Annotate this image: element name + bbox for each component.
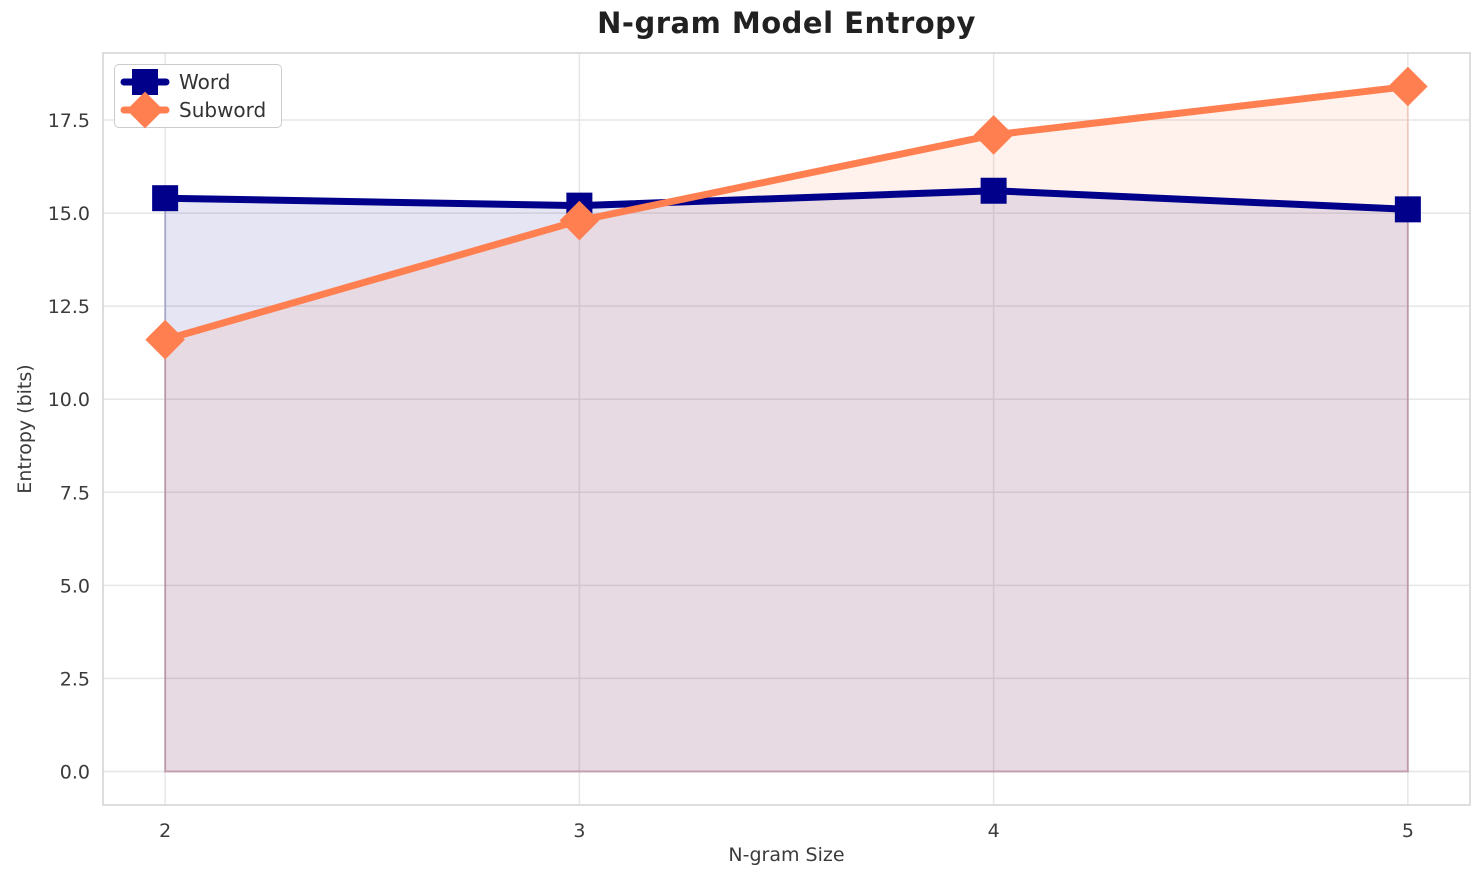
word-marker-point	[152, 185, 179, 212]
y-tick-labels: 0.0 2.5 5.0 7.5 10.0 12.5 15.0 17.5	[48, 110, 90, 783]
legend-label-word: Word	[179, 70, 231, 94]
x-axis-label: N-gram Size	[728, 844, 845, 866]
y-tick-label: 12.5	[48, 296, 90, 318]
plot-border	[102, 52, 1471, 806]
y-axis-label: Entropy (bits)	[14, 364, 36, 494]
subword-marker-point	[145, 319, 185, 360]
x-tick-label: 2	[159, 820, 171, 842]
subword-marker-point	[973, 115, 1014, 155]
legend-label-subword: Subword	[179, 98, 267, 122]
legend-item-word: Word	[120, 68, 271, 96]
word-series-glyph-icon	[120, 69, 170, 95]
x-tick-label: 5	[1402, 820, 1414, 842]
y-tick-label: 7.5	[60, 482, 90, 504]
legend: Word Subword	[114, 64, 282, 129]
y-tick-label: 17.5	[48, 110, 90, 132]
legend-item-subword: Subword	[120, 91, 271, 129]
x-tick-label: 4	[988, 820, 1000, 842]
y-tick-label: 0.0	[60, 761, 90, 783]
subword-series	[145, 66, 1428, 360]
word-series	[152, 177, 1421, 223]
x-tick-labels: 2 3 4 5	[159, 820, 1414, 842]
subword-marker-point	[559, 200, 600, 241]
y-tick-label: 15.0	[48, 203, 90, 225]
subword-series-glyph-icon	[120, 91, 170, 129]
subword-line	[161, 83, 1412, 344]
y-tick-label: 10.0	[48, 389, 90, 411]
word-line	[161, 187, 1412, 213]
x-tick-label: 3	[573, 820, 585, 842]
y-tick-label: 5.0	[60, 575, 90, 597]
y-tick-label: 2.5	[60, 668, 90, 690]
chart-title: N-gram Model Entropy	[597, 6, 976, 40]
word-marker-point	[980, 177, 1007, 204]
word-marker-point	[1394, 196, 1421, 223]
